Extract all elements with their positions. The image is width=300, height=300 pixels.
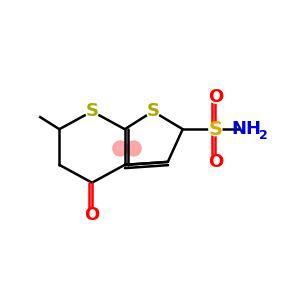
Circle shape <box>209 155 222 168</box>
Text: O: O <box>84 206 100 224</box>
Text: S: S <box>208 120 222 139</box>
Text: O: O <box>208 153 223 171</box>
Circle shape <box>209 90 222 103</box>
Text: 2: 2 <box>260 129 268 142</box>
Circle shape <box>126 141 141 156</box>
Circle shape <box>85 209 99 222</box>
Text: O: O <box>208 88 223 106</box>
Circle shape <box>25 105 38 118</box>
Text: S: S <box>85 102 98 120</box>
Circle shape <box>146 105 160 118</box>
Text: NH: NH <box>232 120 262 138</box>
Circle shape <box>113 141 128 156</box>
Circle shape <box>85 105 99 118</box>
Circle shape <box>209 123 222 136</box>
Text: S: S <box>146 102 160 120</box>
Circle shape <box>242 123 255 136</box>
Circle shape <box>22 102 40 120</box>
